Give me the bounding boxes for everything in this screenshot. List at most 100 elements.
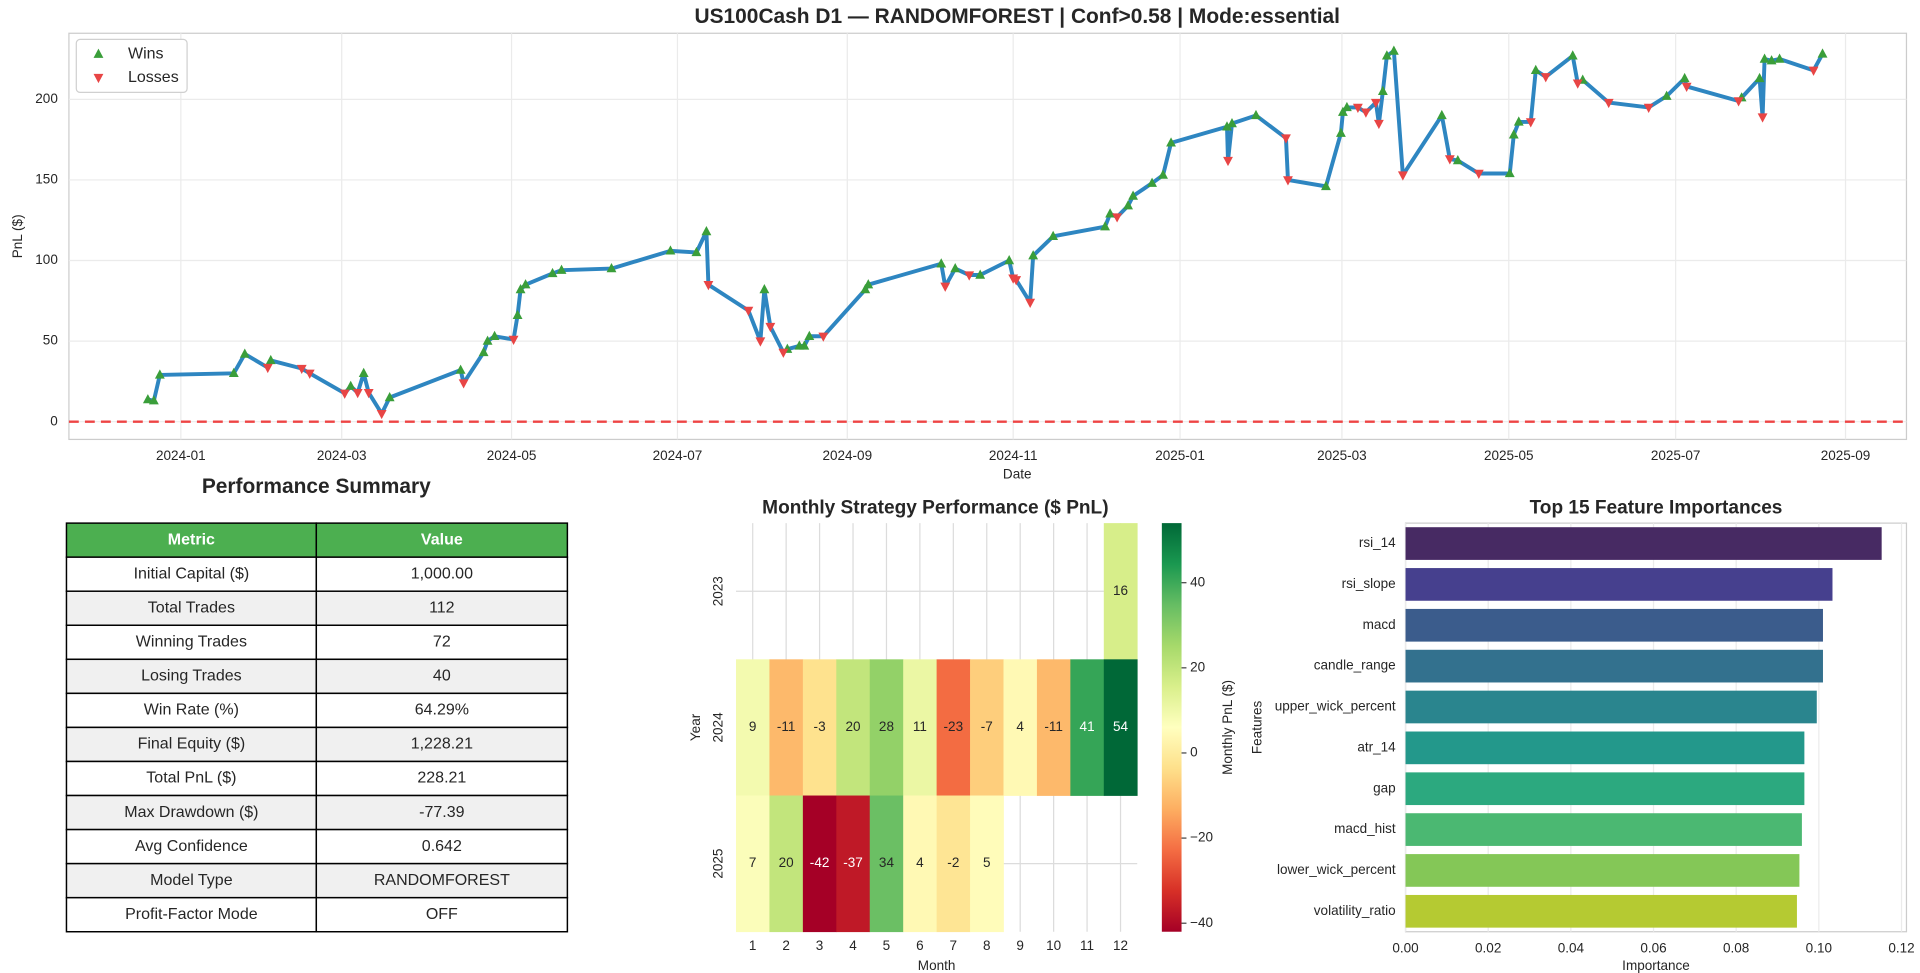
y-tick-label: 150	[35, 172, 58, 187]
cell-label: 20	[846, 719, 861, 734]
cell-label: 5	[983, 855, 991, 870]
x-tick-label: 2025-07	[1651, 448, 1701, 463]
cell-text: Max Drawdown ($)	[124, 804, 258, 821]
plot-area	[68, 32, 1908, 441]
win-marker	[759, 283, 770, 294]
loss-marker	[1540, 73, 1551, 83]
table-cell	[65, 624, 318, 661]
y-tick-label: 0	[50, 413, 58, 428]
cell-label: -23	[944, 719, 964, 734]
win-marker	[1341, 101, 1352, 112]
cell-label: 11	[913, 719, 927, 734]
y-tick-label: atr_14	[1357, 739, 1396, 754]
colorbar-tick-label: −20	[1190, 830, 1213, 845]
heatmap-cell	[903, 659, 937, 796]
cell-label: -2	[947, 855, 959, 870]
win-marker	[804, 330, 815, 340]
win-marker	[1222, 121, 1232, 131]
table-cell	[315, 794, 569, 831]
loss-marker	[296, 364, 307, 375]
loss-marker	[1733, 97, 1744, 107]
y-axis-label: PnL ($)	[10, 214, 25, 258]
cell-label: 41	[1080, 719, 1095, 734]
loss-marker	[1223, 156, 1233, 167]
header-label: Metric	[168, 531, 215, 548]
win-marker	[1028, 250, 1039, 260]
cell-text: RANDOMFOREST	[374, 872, 510, 889]
heatmap-cell	[970, 795, 1004, 933]
win-marker	[1004, 254, 1015, 265]
win-marker	[950, 263, 961, 273]
cell-text: 1,228.21	[411, 736, 473, 753]
bar	[1405, 690, 1817, 724]
y-tick-label: gap	[1373, 780, 1396, 795]
colorbar-label: Monthly PnL ($)	[1220, 680, 1235, 775]
table-cell	[315, 760, 569, 797]
loss-marker	[964, 271, 975, 281]
loss-marker	[508, 335, 519, 346]
y-tick-label: lower_wick_percent	[1277, 862, 1396, 877]
loss-marker	[363, 388, 374, 399]
cell-text: Model Type	[150, 872, 233, 889]
loss-marker	[1373, 119, 1384, 130]
legend-marker	[93, 48, 104, 58]
heatmap-cell	[1036, 659, 1071, 796]
x-tick-label: 2025-05	[1484, 448, 1534, 463]
cell-text: Win Rate (%)	[144, 702, 239, 719]
header-label: Value	[421, 531, 463, 548]
x-tick-label: 7	[950, 938, 958, 953]
y-tick-label: macd	[1363, 617, 1396, 632]
x-tick-label: 3	[816, 938, 824, 953]
loss-marker	[1681, 82, 1692, 92]
y-tick-label: 2025	[710, 849, 725, 879]
y-tick-label: 100	[35, 252, 58, 267]
colorbar-tick-label: 20	[1190, 659, 1205, 674]
loss-marker	[1025, 298, 1036, 308]
cell-label: -7	[981, 719, 993, 734]
heatmap-cell	[769, 795, 804, 933]
loss-marker	[1757, 113, 1768, 123]
heatmap-cell	[869, 659, 904, 796]
colorbar-tick-label: 0	[1190, 745, 1198, 760]
win-marker	[1048, 230, 1059, 241]
win-marker	[455, 364, 466, 374]
win-marker	[1105, 208, 1116, 218]
x-tick-label: 0.06	[1640, 941, 1666, 956]
loss-marker	[1370, 98, 1381, 109]
win-marker	[1377, 85, 1388, 95]
loss-marker	[1643, 103, 1654, 113]
cell-label: 28	[879, 719, 894, 734]
y-tick-label: rsi_slope	[1342, 576, 1396, 591]
table-cell	[315, 828, 569, 865]
x-tick-label: 2024-11	[989, 448, 1038, 463]
loss-marker	[1112, 213, 1123, 223]
win-marker	[1147, 177, 1157, 187]
bar	[1405, 813, 1802, 846]
loss-marker	[1473, 169, 1484, 180]
bar	[1405, 731, 1805, 765]
y-tick-label: 50	[43, 333, 58, 348]
win-marker	[1759, 53, 1770, 63]
cell-label: 54	[1113, 719, 1129, 734]
win-marker	[239, 348, 250, 358]
y-tick-label: rsi_14	[1359, 535, 1396, 550]
x-tick-label: 0.10	[1806, 941, 1832, 956]
heatmap-cell	[802, 659, 837, 796]
win-marker	[1530, 64, 1541, 75]
x-axis-label: Importance	[1622, 958, 1690, 973]
table-cell	[65, 590, 318, 627]
heatmap-cell	[736, 795, 770, 933]
table-cell	[65, 828, 318, 865]
loss-marker	[1281, 134, 1291, 144]
win-marker	[606, 263, 617, 273]
table-cell	[65, 760, 318, 797]
y-tick-label: upper_wick_percent	[1275, 699, 1396, 714]
win-marker	[1100, 221, 1111, 231]
bar	[1405, 608, 1823, 642]
table-cell	[315, 726, 569, 763]
x-tick-label: 2025-03	[1317, 448, 1367, 463]
cell-label: 20	[779, 855, 794, 870]
loss-marker	[940, 282, 951, 292]
table-cell	[65, 658, 318, 695]
